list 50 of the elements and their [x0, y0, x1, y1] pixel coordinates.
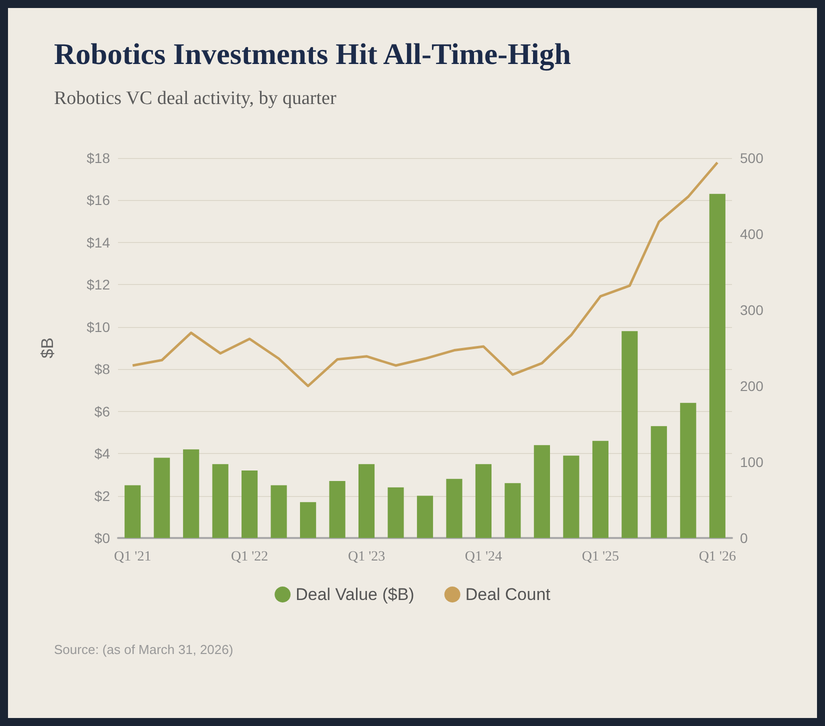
x-tick-label: Q1 '26 [698, 550, 736, 564]
bar [622, 331, 638, 538]
bar [680, 402, 696, 538]
bar [504, 483, 521, 538]
bar [709, 194, 726, 538]
bar [300, 502, 316, 538]
y-tick-label: $4 [94, 446, 110, 462]
y-tick-label: $18 [86, 150, 110, 166]
chart-subtitle: Robotics VC deal activity, by quarter [54, 88, 336, 110]
y-tick-label: $16 [86, 192, 110, 208]
y2-tick-label: 500 [740, 150, 764, 166]
y-tick-label: $14 [86, 234, 110, 250]
y-axis-title: $B [38, 338, 57, 358]
source-note: Source: (as of March 31, 2026) [54, 642, 234, 657]
x-tick-label: Q1 '24 [464, 550, 502, 564]
bar [270, 485, 287, 538]
x-tick-label: Q1 '25 [582, 550, 619, 564]
bar [329, 481, 346, 538]
bar [124, 485, 141, 538]
bar [650, 426, 667, 538]
y2-tick-label: 100 [740, 454, 764, 470]
bar [242, 470, 258, 538]
y-tick-label: $2 [94, 488, 110, 504]
y2-tick-label: 400 [740, 226, 764, 242]
bar [388, 487, 404, 538]
bar [592, 440, 608, 538]
bar [563, 456, 580, 538]
bar [358, 464, 375, 538]
bar [446, 478, 462, 538]
y2-tick-label: 300 [740, 302, 764, 318]
line-series [131, 161, 719, 388]
x-tick-label: Q1 '23 [348, 550, 386, 564]
x-tick-label: Q1 '21 [114, 550, 152, 564]
legend-label: Deal Value ($B) [296, 585, 414, 604]
bar [475, 464, 492, 538]
legend-label: Deal Count [465, 585, 551, 604]
bar [183, 449, 200, 538]
y-tick-label: $10 [86, 318, 110, 335]
x-tick-label: Q1 '22 [231, 550, 268, 564]
bar [154, 458, 170, 538]
chart-title: Robotics Investments Hit All-Time-High [54, 38, 571, 72]
y2-tick-label: 0 [740, 530, 748, 546]
bar [212, 464, 228, 538]
bar [416, 496, 434, 538]
y-tick-label: $12 [86, 276, 110, 293]
y-tick-label: $6 [94, 403, 110, 420]
y-tick-label: $0 [94, 530, 110, 546]
y2-tick-label: 200 [740, 378, 764, 394]
y-tick-label: $8 [94, 361, 110, 378]
bar [534, 445, 550, 538]
